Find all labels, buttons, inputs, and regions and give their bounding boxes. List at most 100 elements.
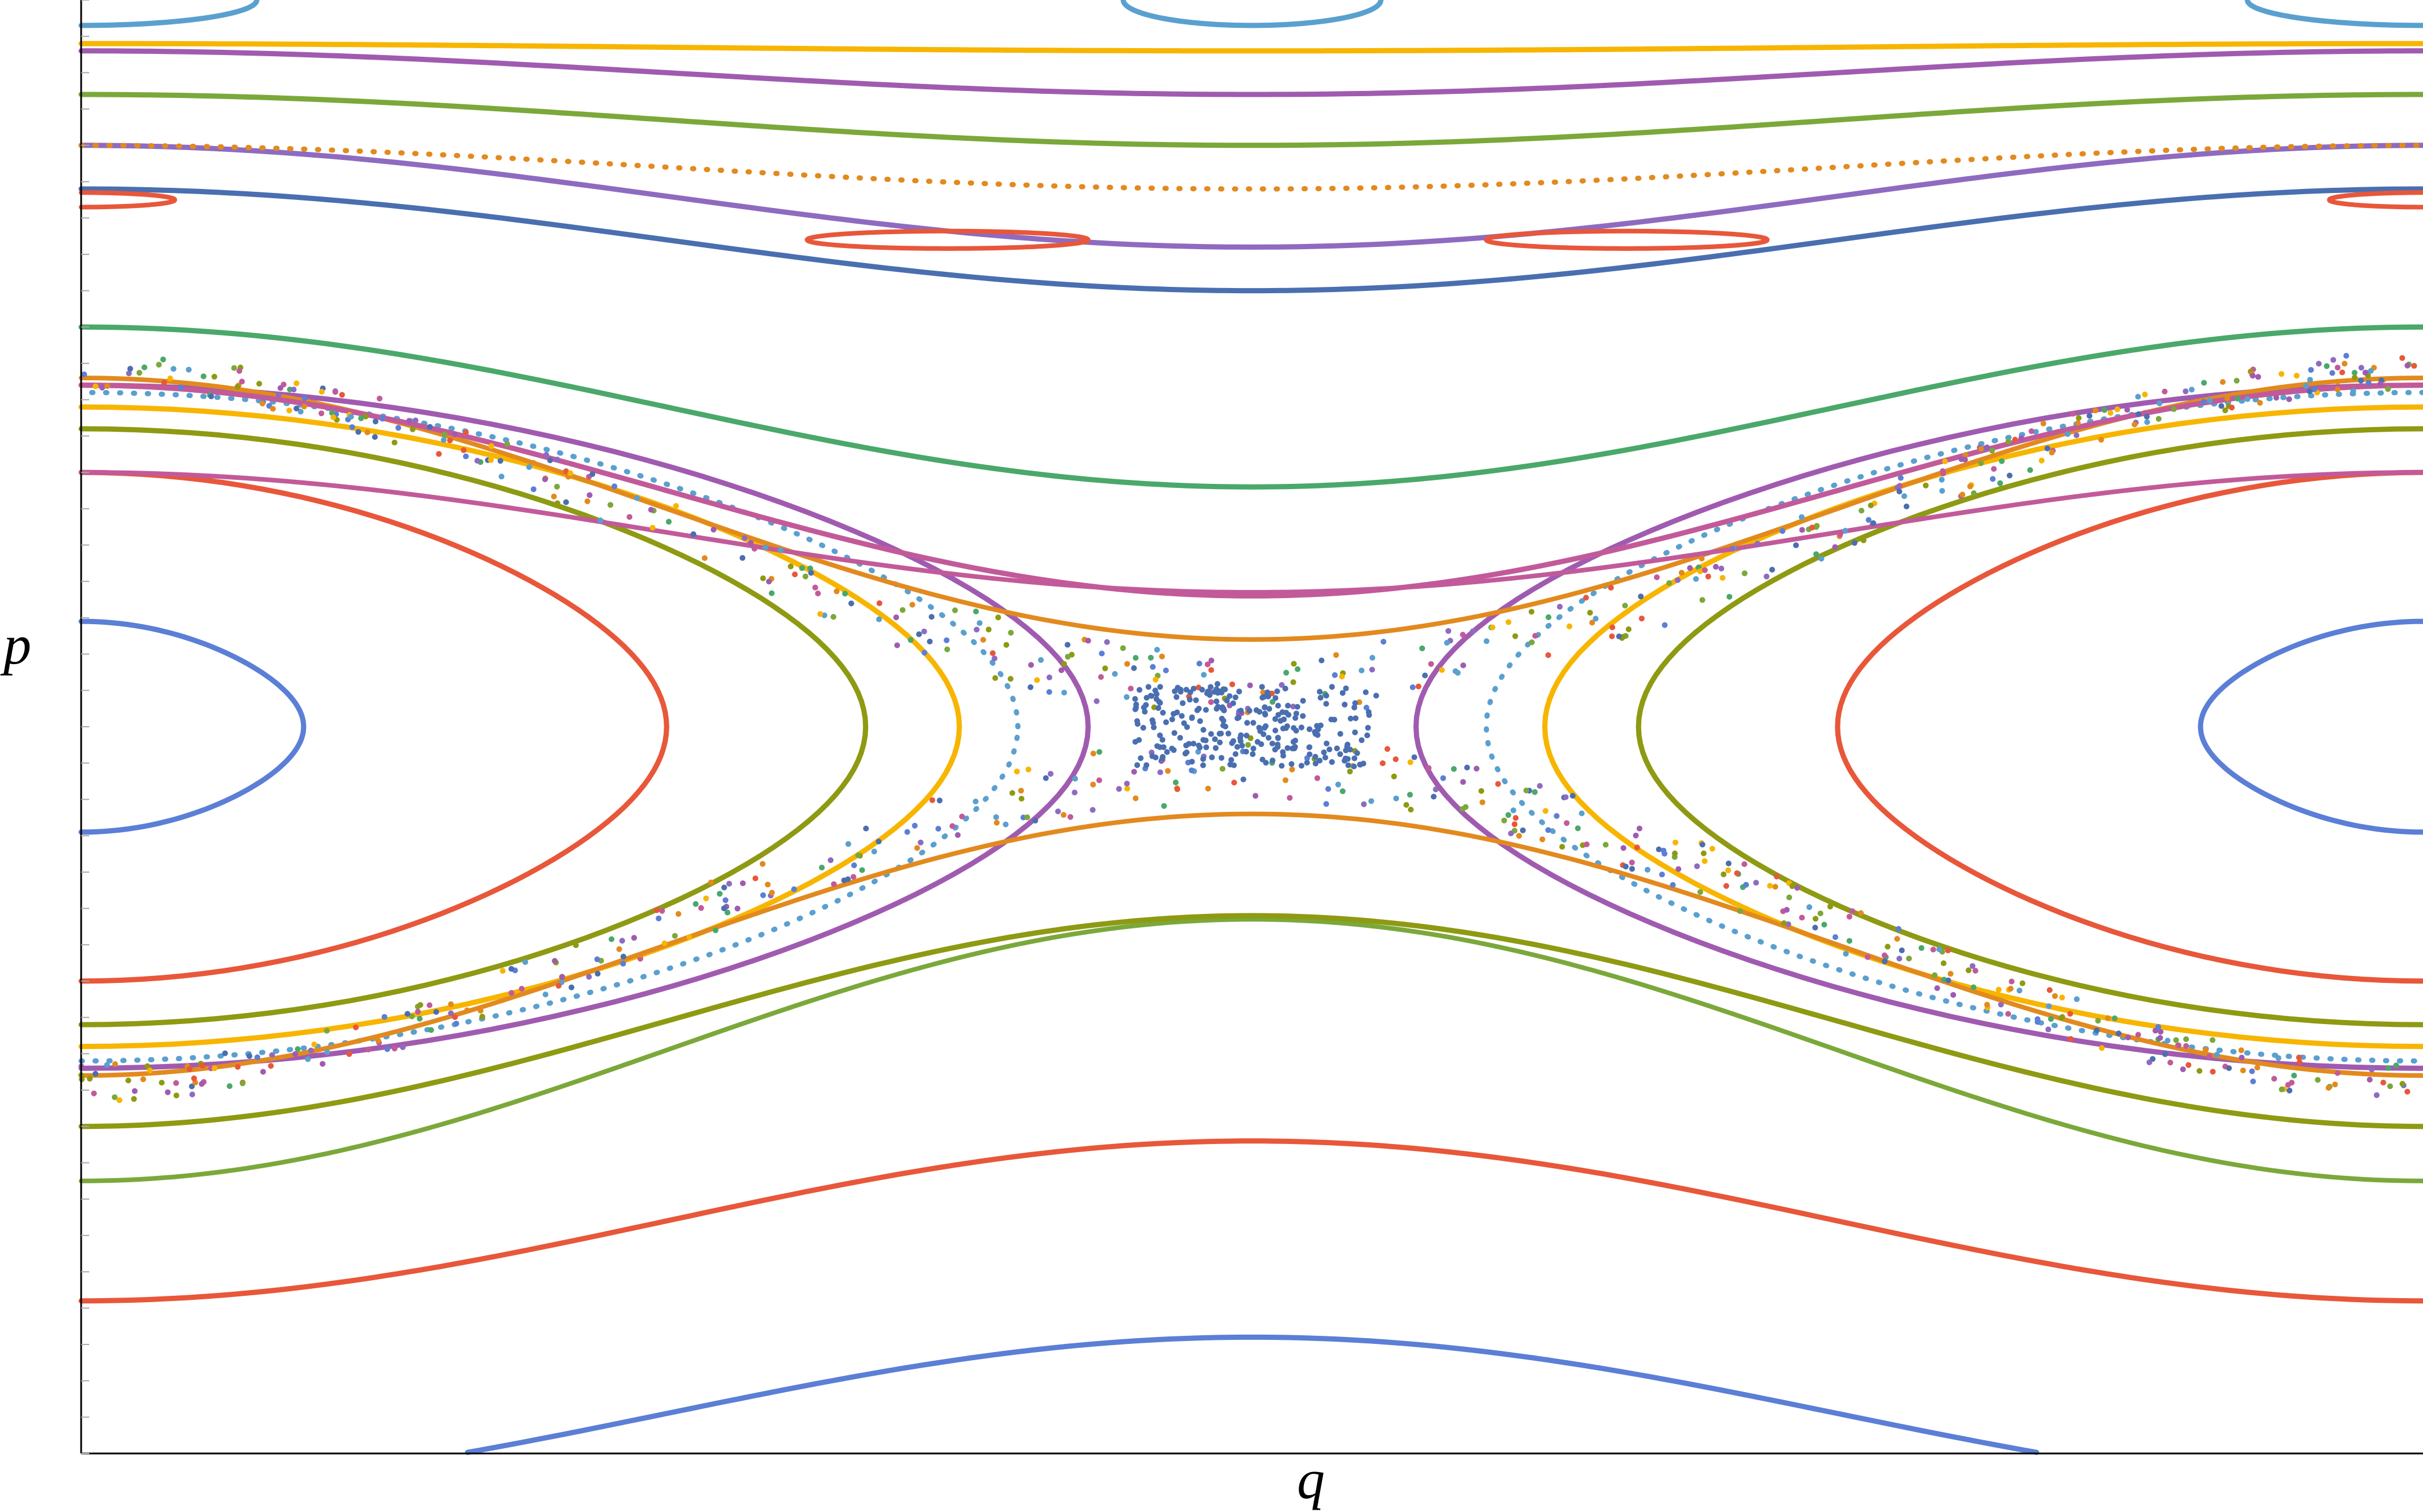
chaos-point-714 (373, 418, 378, 425)
chaos-point-135 (1539, 836, 1546, 843)
chaos-point-316 (1741, 570, 1748, 577)
chaos-point-397 (1252, 793, 1259, 799)
chaos-point-70 (916, 631, 922, 637)
chaos-point-344 (2165, 1037, 2171, 1044)
chaos-point-775 (559, 974, 565, 980)
chaos-point-845 (1608, 585, 1614, 591)
chaos-point-31 (519, 986, 525, 992)
chaos-point-267 (830, 881, 837, 887)
chaos-point-589 (1896, 956, 1903, 962)
chaos-point-414 (2094, 1027, 2100, 1033)
chaos-point-809 (830, 614, 837, 620)
chaos-point-488 (1734, 870, 1740, 876)
chaos-point-194 (201, 373, 207, 380)
chaos-point-719 (2362, 370, 2369, 376)
chaos-point-509 (170, 366, 177, 372)
chaos-point-169 (2040, 420, 2046, 427)
chaos-point-471 (427, 424, 433, 430)
chaos-point-203 (650, 524, 656, 531)
chaos-point-861 (1638, 593, 1644, 600)
chaos-point-118 (178, 384, 184, 391)
chaos-core-point-205 (1313, 760, 1319, 767)
chaos-point-25 (1860, 537, 1867, 544)
chaos-point-338 (474, 458, 480, 464)
chaos-point-611 (792, 571, 798, 578)
x-axis-label: q (1297, 1448, 1325, 1510)
chaos-core-point-67 (1291, 725, 1297, 731)
chaos-core-point-217 (1263, 723, 1269, 729)
chaos-point-565 (995, 614, 1001, 621)
chaos-core-point-239 (1347, 715, 1354, 722)
chaos-point-324 (788, 563, 794, 570)
chaos-point-685 (2329, 370, 2335, 376)
chaos-point-734 (2271, 1076, 2278, 1082)
chaos-point-306 (2112, 1015, 2118, 1022)
orbit-wave-15 (79, 917, 2423, 1183)
chaos-point-711 (769, 890, 775, 896)
chaos-point-628 (927, 639, 933, 644)
chaos-point-368 (400, 1044, 406, 1050)
chaos-point-649 (1967, 483, 1973, 490)
chaos-point-539 (1784, 906, 1790, 913)
orbit-island-27 (804, 228, 1091, 251)
chaos-core-point-85 (1362, 689, 1369, 695)
chaos-point-603 (2210, 1069, 2216, 1075)
chaos-point-816 (2173, 1037, 2179, 1043)
chaos-point-151 (1090, 781, 1096, 788)
chaos-point-842 (2180, 1066, 2186, 1073)
chaos-point-430 (413, 417, 419, 424)
chaos-point-444 (305, 1056, 311, 1062)
chaos-point-435 (2059, 994, 2065, 1001)
chaos-point-479 (841, 877, 847, 884)
chaos-core-point-141 (1143, 695, 1150, 701)
chaos-point-418 (2092, 407, 2098, 414)
chaos-point-817 (620, 960, 626, 967)
chaos-core-point-254 (1225, 730, 1231, 737)
chaos-point-689 (1620, 845, 1627, 851)
chaos-point-191 (286, 407, 293, 414)
chaos-point-837 (1940, 471, 1946, 477)
chaos-core-point-78 (1351, 755, 1358, 762)
chaos-point-897 (1478, 788, 1485, 794)
chaos-point-626 (921, 628, 927, 635)
chaos-point-865 (1729, 545, 1736, 552)
chaos-core-point-7 (1164, 749, 1170, 755)
orbit-ellipse-32 (78, 0, 260, 28)
chaos-point-52 (1773, 873, 1780, 880)
chaos-point-114 (1998, 1001, 2004, 1008)
chaos-point-422 (1131, 665, 1137, 671)
chaos-point-66 (893, 614, 899, 621)
chaos-point-231 (759, 861, 766, 867)
chaos-point-493 (748, 540, 754, 546)
chaos-point-445 (2034, 1019, 2041, 1025)
chaos-core-point-238 (1304, 760, 1310, 766)
chaos-point-412 (1132, 795, 1139, 801)
chaos-core-point-140 (1243, 749, 1249, 755)
chaos-point-867 (2250, 373, 2256, 379)
chaos-core-point-167 (1214, 706, 1220, 712)
chaos-point-588 (508, 966, 515, 972)
chaos-point-300 (1970, 984, 1977, 990)
chaos-core-point-179 (1331, 716, 1338, 723)
chaos-point-358 (159, 1080, 165, 1086)
chaos-point-544 (1901, 493, 1907, 500)
chaos-core-point-214 (1218, 730, 1224, 737)
chaos-point-111 (661, 940, 668, 946)
chaos-point-715 (1172, 779, 1179, 786)
chaos-core-point-131 (1342, 755, 1349, 762)
chaos-point-154 (1025, 766, 1032, 773)
chaos-point-572 (479, 1014, 486, 1020)
chaos-point-771 (231, 365, 237, 371)
chaos-point-585 (199, 1081, 205, 1087)
chaos-point-308 (833, 588, 840, 595)
chaos-core-point-99 (1314, 723, 1320, 729)
chaos-core-point-259 (1274, 688, 1280, 694)
chaos-point-609 (2257, 400, 2263, 406)
chaos-point-283 (909, 602, 916, 608)
chaos-point-773 (871, 848, 877, 855)
chaos-point-578 (1157, 769, 1164, 775)
orbit-curve-21 (78, 92, 2423, 148)
chaos-point-676 (1508, 830, 1514, 837)
chaos-point-58 (1969, 963, 1976, 969)
